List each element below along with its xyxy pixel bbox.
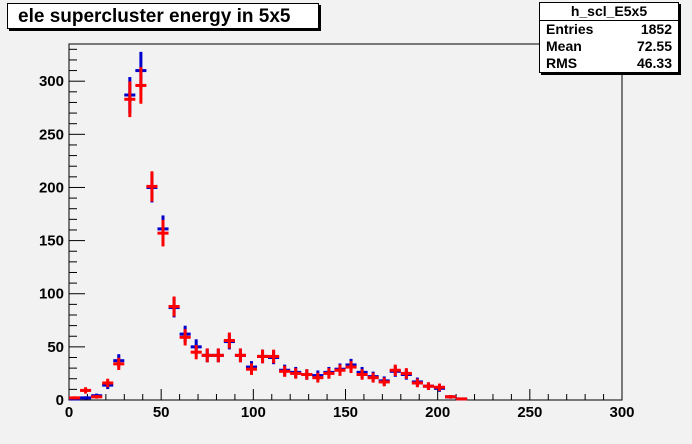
stats-value: 46.33 [636,55,672,71]
stats-label: Mean [546,38,582,54]
x-tick-label: 250 [517,404,542,421]
y-tick-label: 200 [39,179,64,196]
stats-row-entries: Entries 1852 [540,21,678,38]
x-tick-label: 300 [609,404,634,421]
stats-histogram-name: h_scl_E5x5 [540,3,678,21]
x-tick-label: 50 [153,404,170,421]
y-tick-label: 0 [56,392,64,409]
x-tick-label: 150 [333,404,358,421]
stats-row-rms: RMS 46.33 [540,55,678,72]
stats-value: 72.55 [636,38,672,54]
x-tick-label: 200 [425,404,450,421]
y-tick-label: 150 [39,233,64,250]
y-tick-label: 50 [47,339,64,356]
plot-frame [68,43,623,401]
y-tick-label: 100 [39,286,64,303]
series-1 [69,67,468,401]
y-tick-label: 250 [39,126,64,143]
stats-box: h_scl_E5x5 Entries 1852 Mean 72.55 RMS 4… [539,2,679,73]
data-marks [69,51,468,401]
stats-value: 1852 [640,21,672,37]
stats-label: RMS [546,55,578,71]
x-tick-label: 0 [65,404,73,421]
chart-title: ele supercluster energy in 5x5 [7,3,319,29]
stats-label: Entries [546,21,594,37]
x-tick-label: 100 [241,404,266,421]
stats-row-mean: Mean 72.55 [540,38,678,55]
axes: 0 50 100 150 200 250 300 0 50 100 150 200 250 300 [39,48,635,421]
y-tick-label: 300 [39,73,64,90]
